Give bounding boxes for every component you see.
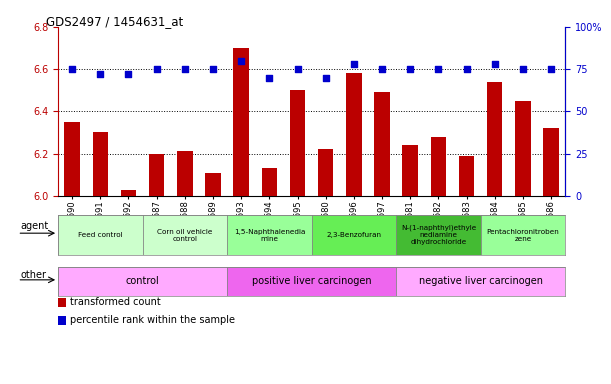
Text: transformed count: transformed count bbox=[70, 297, 161, 307]
Bar bbox=[312, 215, 396, 255]
Bar bbox=[92, 132, 108, 196]
Text: Corn oil vehicle
control: Corn oil vehicle control bbox=[157, 229, 213, 242]
Bar bbox=[459, 156, 474, 196]
Point bbox=[293, 66, 302, 72]
Text: GDS2497 / 1454631_at: GDS2497 / 1454631_at bbox=[46, 15, 183, 28]
Point bbox=[321, 74, 331, 81]
Point bbox=[349, 61, 359, 67]
Bar bbox=[58, 267, 227, 296]
Bar bbox=[515, 101, 531, 196]
Bar bbox=[58, 298, 65, 307]
Text: N-(1-naphthyl)ethyle
nediamine
dihydrochloride: N-(1-naphthyl)ethyle nediamine dihydroch… bbox=[401, 225, 476, 245]
Point bbox=[123, 71, 133, 77]
Text: agent: agent bbox=[20, 221, 48, 231]
Point bbox=[152, 66, 161, 72]
Bar bbox=[481, 215, 565, 255]
Point bbox=[434, 66, 444, 72]
Text: positive liver carcinogen: positive liver carcinogen bbox=[252, 276, 371, 286]
Bar bbox=[227, 215, 312, 255]
Bar bbox=[227, 267, 396, 296]
Text: negative liver carcinogen: negative liver carcinogen bbox=[419, 276, 543, 286]
Text: 2,3-Benzofuran: 2,3-Benzofuran bbox=[326, 232, 381, 238]
Point bbox=[236, 58, 246, 64]
Bar bbox=[121, 189, 136, 196]
Bar bbox=[346, 73, 362, 196]
Bar bbox=[375, 92, 390, 196]
Point bbox=[265, 74, 274, 81]
Bar bbox=[396, 267, 565, 296]
Text: other: other bbox=[20, 270, 46, 280]
Bar bbox=[318, 149, 334, 196]
Bar bbox=[64, 122, 80, 196]
Text: Pentachloronitroben
zene: Pentachloronitroben zene bbox=[486, 229, 559, 242]
Bar bbox=[142, 215, 227, 255]
Bar bbox=[233, 48, 249, 196]
Point bbox=[67, 66, 77, 72]
Text: 1,5-Naphthalenedia
mine: 1,5-Naphthalenedia mine bbox=[233, 229, 305, 242]
Bar bbox=[290, 90, 306, 196]
Bar bbox=[431, 137, 446, 196]
Bar bbox=[396, 215, 481, 255]
Bar bbox=[403, 145, 418, 196]
Bar bbox=[58, 316, 65, 325]
Point bbox=[208, 66, 218, 72]
Text: percentile rank within the sample: percentile rank within the sample bbox=[70, 316, 235, 326]
Bar bbox=[262, 168, 277, 196]
Text: control: control bbox=[126, 276, 159, 286]
Text: Feed control: Feed control bbox=[78, 232, 123, 238]
Point bbox=[462, 66, 472, 72]
Bar bbox=[205, 172, 221, 196]
Point bbox=[490, 61, 500, 67]
Point bbox=[405, 66, 415, 72]
Point bbox=[95, 71, 105, 77]
Point bbox=[546, 66, 556, 72]
Bar bbox=[58, 215, 142, 255]
Bar bbox=[543, 128, 559, 196]
Point bbox=[518, 66, 528, 72]
Point bbox=[377, 66, 387, 72]
Bar bbox=[177, 151, 192, 196]
Bar bbox=[149, 154, 164, 196]
Point bbox=[180, 66, 189, 72]
Bar bbox=[487, 82, 502, 196]
